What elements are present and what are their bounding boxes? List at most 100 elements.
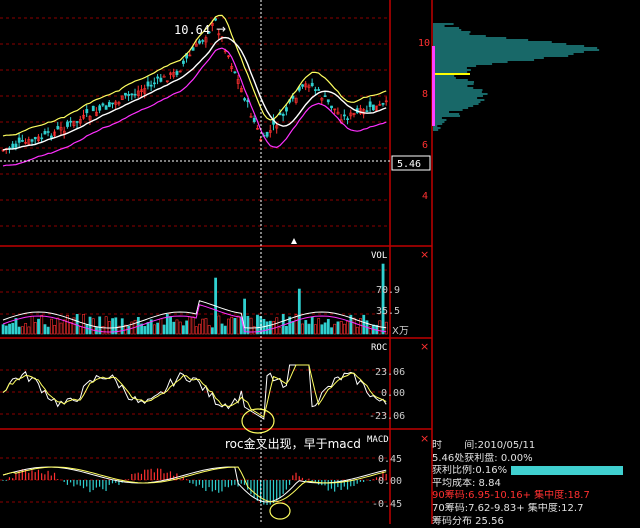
candle-body <box>153 82 156 85</box>
candle-body <box>169 72 172 75</box>
candle-body <box>85 109 89 114</box>
candle-body <box>368 101 372 107</box>
vol-unit: X万 <box>392 326 409 337</box>
volume-bar <box>323 322 327 335</box>
candle-body <box>56 126 60 130</box>
volume-bar <box>30 315 34 335</box>
candle-body <box>175 71 179 75</box>
volume-bar <box>346 321 350 335</box>
candle-body <box>198 40 201 44</box>
volume-bar <box>314 324 317 335</box>
volume-bar <box>333 323 337 335</box>
candle-body <box>14 143 18 148</box>
candle-body <box>349 112 353 117</box>
candle-body <box>82 114 86 119</box>
roc-cross-circle <box>241 408 275 434</box>
candle-body <box>66 121 69 127</box>
info-avgcost-row: 平均成本: 8.84 <box>432 477 501 489</box>
volume-bar <box>178 321 182 335</box>
volume-bar <box>201 318 205 335</box>
volume-bar <box>291 321 295 335</box>
volume-bar <box>33 322 37 335</box>
volume-bar <box>49 318 53 335</box>
candle-body <box>188 54 192 57</box>
macd-title: MACD <box>367 435 389 445</box>
chip-distribution <box>432 23 600 131</box>
candle-body <box>11 143 15 149</box>
volume-bar <box>281 314 285 335</box>
candle-body <box>72 120 76 126</box>
candle-body <box>49 135 53 138</box>
volume-bar <box>4 325 8 335</box>
macd-tick-high: 0.45 <box>378 454 402 465</box>
volume-bar <box>75 313 79 335</box>
candle-body <box>33 137 37 140</box>
candle-body <box>343 114 346 117</box>
candle-body <box>194 43 198 47</box>
volume-bar <box>220 323 224 335</box>
volume-bar <box>236 315 240 335</box>
candle-body <box>310 82 314 87</box>
candle-body <box>88 116 92 121</box>
candlestick-series <box>1 16 388 154</box>
volume-bar <box>114 317 118 335</box>
candle-body <box>204 37 208 43</box>
candle-body <box>162 75 166 78</box>
candle-body <box>207 31 211 34</box>
candle-body <box>143 88 147 94</box>
candle-body <box>236 79 240 84</box>
candle-body <box>217 33 221 36</box>
candle-body <box>98 105 102 111</box>
candle-body <box>230 65 234 70</box>
candle-body <box>75 121 79 123</box>
volume-bar <box>304 320 308 335</box>
roc-close-icon[interactable]: × <box>420 340 429 353</box>
candle-body <box>17 137 21 143</box>
volume-bar <box>227 318 230 335</box>
volume-bar <box>82 314 86 335</box>
volume-bar <box>368 326 372 335</box>
candle-body <box>256 127 259 130</box>
volume-bar <box>24 323 28 335</box>
candle-body <box>359 108 362 114</box>
macd-dea-line <box>2 466 387 503</box>
volume-bar <box>317 318 321 335</box>
candle-body <box>268 130 272 133</box>
volume-bar <box>56 317 60 335</box>
candle-body <box>43 131 47 135</box>
volume-bar <box>349 314 353 335</box>
candle-body <box>320 97 324 101</box>
volume-bar <box>330 327 333 335</box>
chip90-range: 6.95-10.16+ <box>468 490 531 502</box>
vol-tick-high: 70.9 <box>376 285 400 296</box>
volume-bar <box>156 322 160 335</box>
volume-bar <box>384 321 388 335</box>
volume-bar <box>343 323 346 335</box>
price-tick-8: 8 <box>422 89 428 100</box>
current-price-label: 5.46 <box>397 159 421 170</box>
volume-bar <box>40 314 44 335</box>
macd-annotation: roc金叉出现，早于macd <box>225 436 361 451</box>
candle-body <box>304 83 308 88</box>
macd-tick-low: -0.45 <box>372 499 402 510</box>
candle-body <box>156 76 160 79</box>
volume-bar <box>233 318 237 335</box>
macd-tick-zero: 0.00 <box>378 476 402 487</box>
ratio-bar <box>511 465 624 475</box>
vol-close-icon[interactable]: × <box>420 248 429 261</box>
info-chip90-row: 90筹码:6.95-10.16+ 集中度:18.7 <box>432 490 640 503</box>
candle-body <box>301 84 304 87</box>
roc-lines <box>2 364 387 420</box>
candle-body <box>326 99 330 103</box>
volume-bar <box>326 319 330 335</box>
candle-body <box>239 87 243 93</box>
volume-bar <box>217 315 221 335</box>
volume-bar <box>359 318 362 335</box>
candle-body <box>191 47 195 51</box>
volume-bar <box>230 316 234 335</box>
candle-body <box>69 120 73 123</box>
volume-bar <box>11 322 15 335</box>
macd-close-icon[interactable]: × <box>420 432 429 445</box>
chart-grid <box>0 0 433 524</box>
